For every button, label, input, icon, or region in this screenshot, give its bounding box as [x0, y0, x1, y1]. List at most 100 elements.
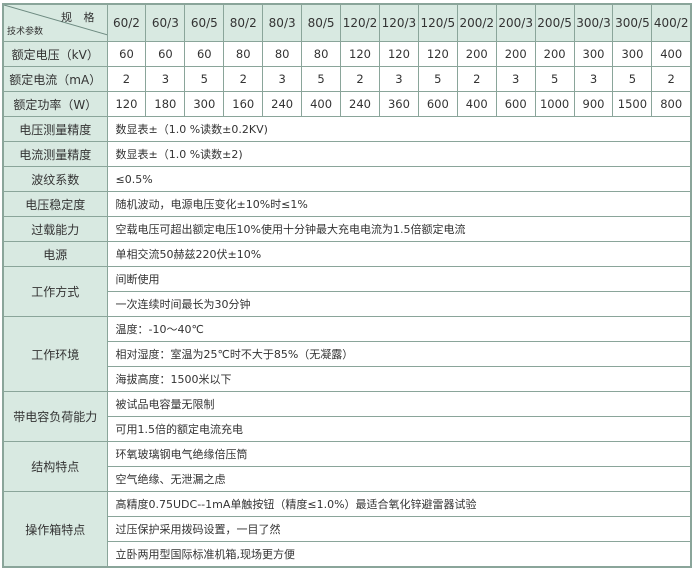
rated-value: 5: [612, 66, 653, 92]
row-label: 操作箱特点: [2, 491, 108, 568]
rated-value: 300: [573, 41, 614, 67]
corner-param-label: 技术参数: [7, 27, 44, 37]
spec-header: 80/5: [301, 3, 342, 42]
rated-value: 2: [651, 66, 692, 92]
rated-value: 2: [106, 66, 147, 92]
rated-value: 3: [378, 66, 419, 92]
rated-value: 1500: [612, 91, 653, 117]
row-label: 工作环境: [2, 316, 108, 392]
param-row: 海拔高度：1500米以下: [3, 366, 692, 392]
row-label: 过载能力: [2, 216, 108, 242]
param-value: 间断使用: [106, 266, 692, 292]
param-row: 电压测量精度 数显表±（1.0 %读数±0.2KV): [2, 116, 692, 142]
rated-value: 3: [145, 66, 186, 92]
rated-value: 160: [223, 91, 264, 117]
param-value: 空气绝缘、无泄漏之虑: [106, 466, 692, 492]
rated-value: 60: [184, 41, 225, 67]
param-value: 可用1.5倍的额定电流充电: [106, 416, 692, 442]
rated-value: 60: [145, 41, 186, 67]
rated-value: 60: [106, 41, 147, 67]
spec-header: 300/5: [612, 3, 653, 42]
spec-header: 120/5: [417, 3, 458, 42]
rated-value: 200: [456, 41, 497, 67]
rated-value: 5: [301, 66, 342, 92]
corner-spec-label: 规 格: [61, 11, 99, 24]
param-row: 波纹系数 ≤0.5%: [2, 166, 692, 192]
corner-cell: 规 格技术参数: [2, 3, 108, 42]
param-row: 过压保护采用拨码设置，一目了然: [3, 516, 692, 542]
param-row: 一次连续时间最长为30分钟: [3, 291, 692, 317]
row-label: 电压稳定度: [2, 191, 108, 217]
spec-header: 80/2: [223, 3, 264, 42]
rated-value: 200: [534, 41, 575, 67]
row-label: 电压测量精度: [2, 116, 108, 142]
rated-value: 5: [534, 66, 575, 92]
spec-header: 80/3: [262, 3, 303, 42]
rated-value: 360: [378, 91, 419, 117]
rated-value: 240: [262, 91, 303, 117]
rated-value: 3: [573, 66, 614, 92]
param-row: 操作箱特点 高精度0.75UDC--1mA单触按钮（精度≤1.0%）最适合氧化锌避…: [2, 491, 692, 568]
rated-value: 3: [495, 66, 536, 92]
param-row: 电压稳定度 随机波动，电源电压变化±10%时≤1%: [2, 191, 692, 217]
row-label: 工作方式: [2, 266, 108, 317]
param-value: 立卧两用型国际标准机箱,现场更方便: [106, 541, 692, 568]
rated-value: 1000: [534, 91, 575, 117]
rated-value: 5: [417, 66, 458, 92]
row-label: 电流测量精度: [2, 141, 108, 167]
rated-value: 800: [651, 91, 692, 117]
rated-row: 额定电流（mA） 2 3 5 2 3 5 2 3 5 2 3 5 3 5 2: [2, 66, 692, 92]
param-row: 带电容负荷能力 被试品电容量无限制: [2, 391, 692, 442]
rated-value: 240: [340, 91, 380, 117]
spec-header: 300/3: [573, 3, 614, 42]
rated-value: 200: [495, 41, 536, 67]
row-label: 额定电压（kV）: [2, 41, 108, 67]
spec-header: 200/3: [495, 3, 536, 42]
spec-header: 60/3: [145, 3, 186, 42]
param-value: 数显表±（1.0 %读数±0.2KV): [106, 116, 692, 142]
row-label: 波纹系数: [2, 166, 108, 192]
row-label: 带电容负荷能力: [2, 391, 108, 442]
rated-value: 80: [301, 41, 342, 67]
param-row: 相对湿度：室温为25℃时不大于85%（无凝露）: [3, 341, 692, 367]
param-row: 工作环境 温度：-10～40℃: [2, 316, 692, 392]
spec-header: 120/3: [378, 3, 419, 42]
rated-value: 80: [223, 41, 264, 67]
rated-value: 120: [417, 41, 458, 67]
param-value: 被试品电容量无限制: [106, 391, 692, 417]
rated-value: 5: [184, 66, 225, 92]
param-row: 电源 单相交流50赫兹220伏±10%: [2, 241, 692, 267]
param-row: 空气绝缘、无泄漏之虑: [3, 466, 692, 492]
rated-value: 2: [223, 66, 264, 92]
param-row: 工作方式 间断使用: [2, 266, 692, 317]
param-row: 过载能力 空载电压可超出额定电压10%使用十分钟最大充电电流为1.5倍额定电流: [2, 216, 692, 242]
rated-value: 400: [456, 91, 497, 117]
diagonal-line: [4, 5, 106, 35]
rated-value: 120: [378, 41, 419, 67]
rated-value: 400: [651, 41, 692, 67]
param-value: 温度：-10～40℃: [106, 316, 692, 342]
spec-header: 200/5: [534, 3, 575, 42]
rated-row: 额定功率（W） 120 180 300 160 240 400 240 360 600 400 600…: [2, 91, 692, 117]
row-label: 额定功率（W）: [2, 91, 108, 117]
row-label: 电源: [2, 241, 108, 267]
param-value: 单相交流50赫兹220伏±10%: [106, 241, 692, 267]
row-label: 结构特点: [2, 441, 108, 492]
spec-header: 200/2: [456, 3, 497, 42]
header-row: 规 格技术参数 60/2 60/3 60/5 80/2 80/3 80/5 120/2 120/…: [2, 3, 692, 42]
rated-row: 额定电压（kV） 60 60 60 80 80 80 120 120 120 200 200 200 30…: [2, 41, 692, 67]
row-label: 额定电流（mA）: [2, 66, 108, 92]
spec-header: 400/2: [651, 3, 692, 42]
rated-value: 300: [612, 41, 653, 67]
spec-header: 60/5: [184, 3, 225, 42]
rated-value: 600: [495, 91, 536, 117]
rated-value: 400: [301, 91, 342, 117]
rated-value: 80: [262, 41, 303, 67]
rated-value: 2: [456, 66, 497, 92]
param-value: 数显表±（1.0 %读数±2): [106, 141, 692, 167]
param-row: 结构特点 环氧玻璃钢电气绝缘倍压筒: [2, 441, 692, 492]
param-value: 随机波动，电源电压变化±10%时≤1%: [106, 191, 692, 217]
rated-value: 300: [184, 91, 225, 117]
param-row: 可用1.5倍的额定电流充电: [3, 416, 692, 442]
rated-value: 3: [262, 66, 303, 92]
